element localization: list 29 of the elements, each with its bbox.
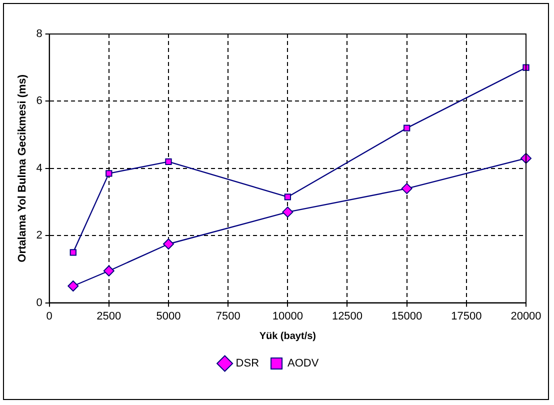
y-tick-label: 8 — [36, 28, 42, 40]
y-tick-label: 0 — [36, 296, 42, 309]
x-tick-label: 2500 — [96, 310, 122, 322]
legend-label: AODV — [288, 358, 320, 370]
x-axis-title: Yük (bayt/s) — [259, 330, 316, 342]
x-tick-label: 10000 — [272, 310, 303, 322]
point — [284, 194, 291, 200]
point — [522, 64, 530, 71]
point — [165, 158, 172, 166]
legend-label: DSR — [236, 358, 260, 370]
point — [162, 238, 174, 250]
x-tick-label: 0 — [46, 310, 52, 322]
point — [106, 170, 112, 177]
point — [103, 265, 114, 276]
point — [401, 183, 412, 194]
y-tick-label: 4 — [36, 162, 42, 174]
point — [404, 124, 410, 132]
x-tick-label: 7500 — [216, 310, 240, 322]
x-tick-label: 15000 — [392, 310, 422, 322]
point — [68, 280, 79, 292]
y-axis-title: Ortalama Yol Bulma Gecikmesi (ms) — [16, 74, 29, 262]
y-tick-label: 6 — [36, 95, 42, 108]
x-tick-label: 12500 — [332, 310, 363, 322]
point — [70, 249, 76, 256]
y-tick-label: 2 — [36, 230, 42, 242]
point — [282, 206, 294, 218]
x-tick-label: 17500 — [451, 310, 482, 322]
x-tick-label: 20000 — [510, 310, 542, 322]
x-tick-label: 5000 — [156, 310, 181, 322]
